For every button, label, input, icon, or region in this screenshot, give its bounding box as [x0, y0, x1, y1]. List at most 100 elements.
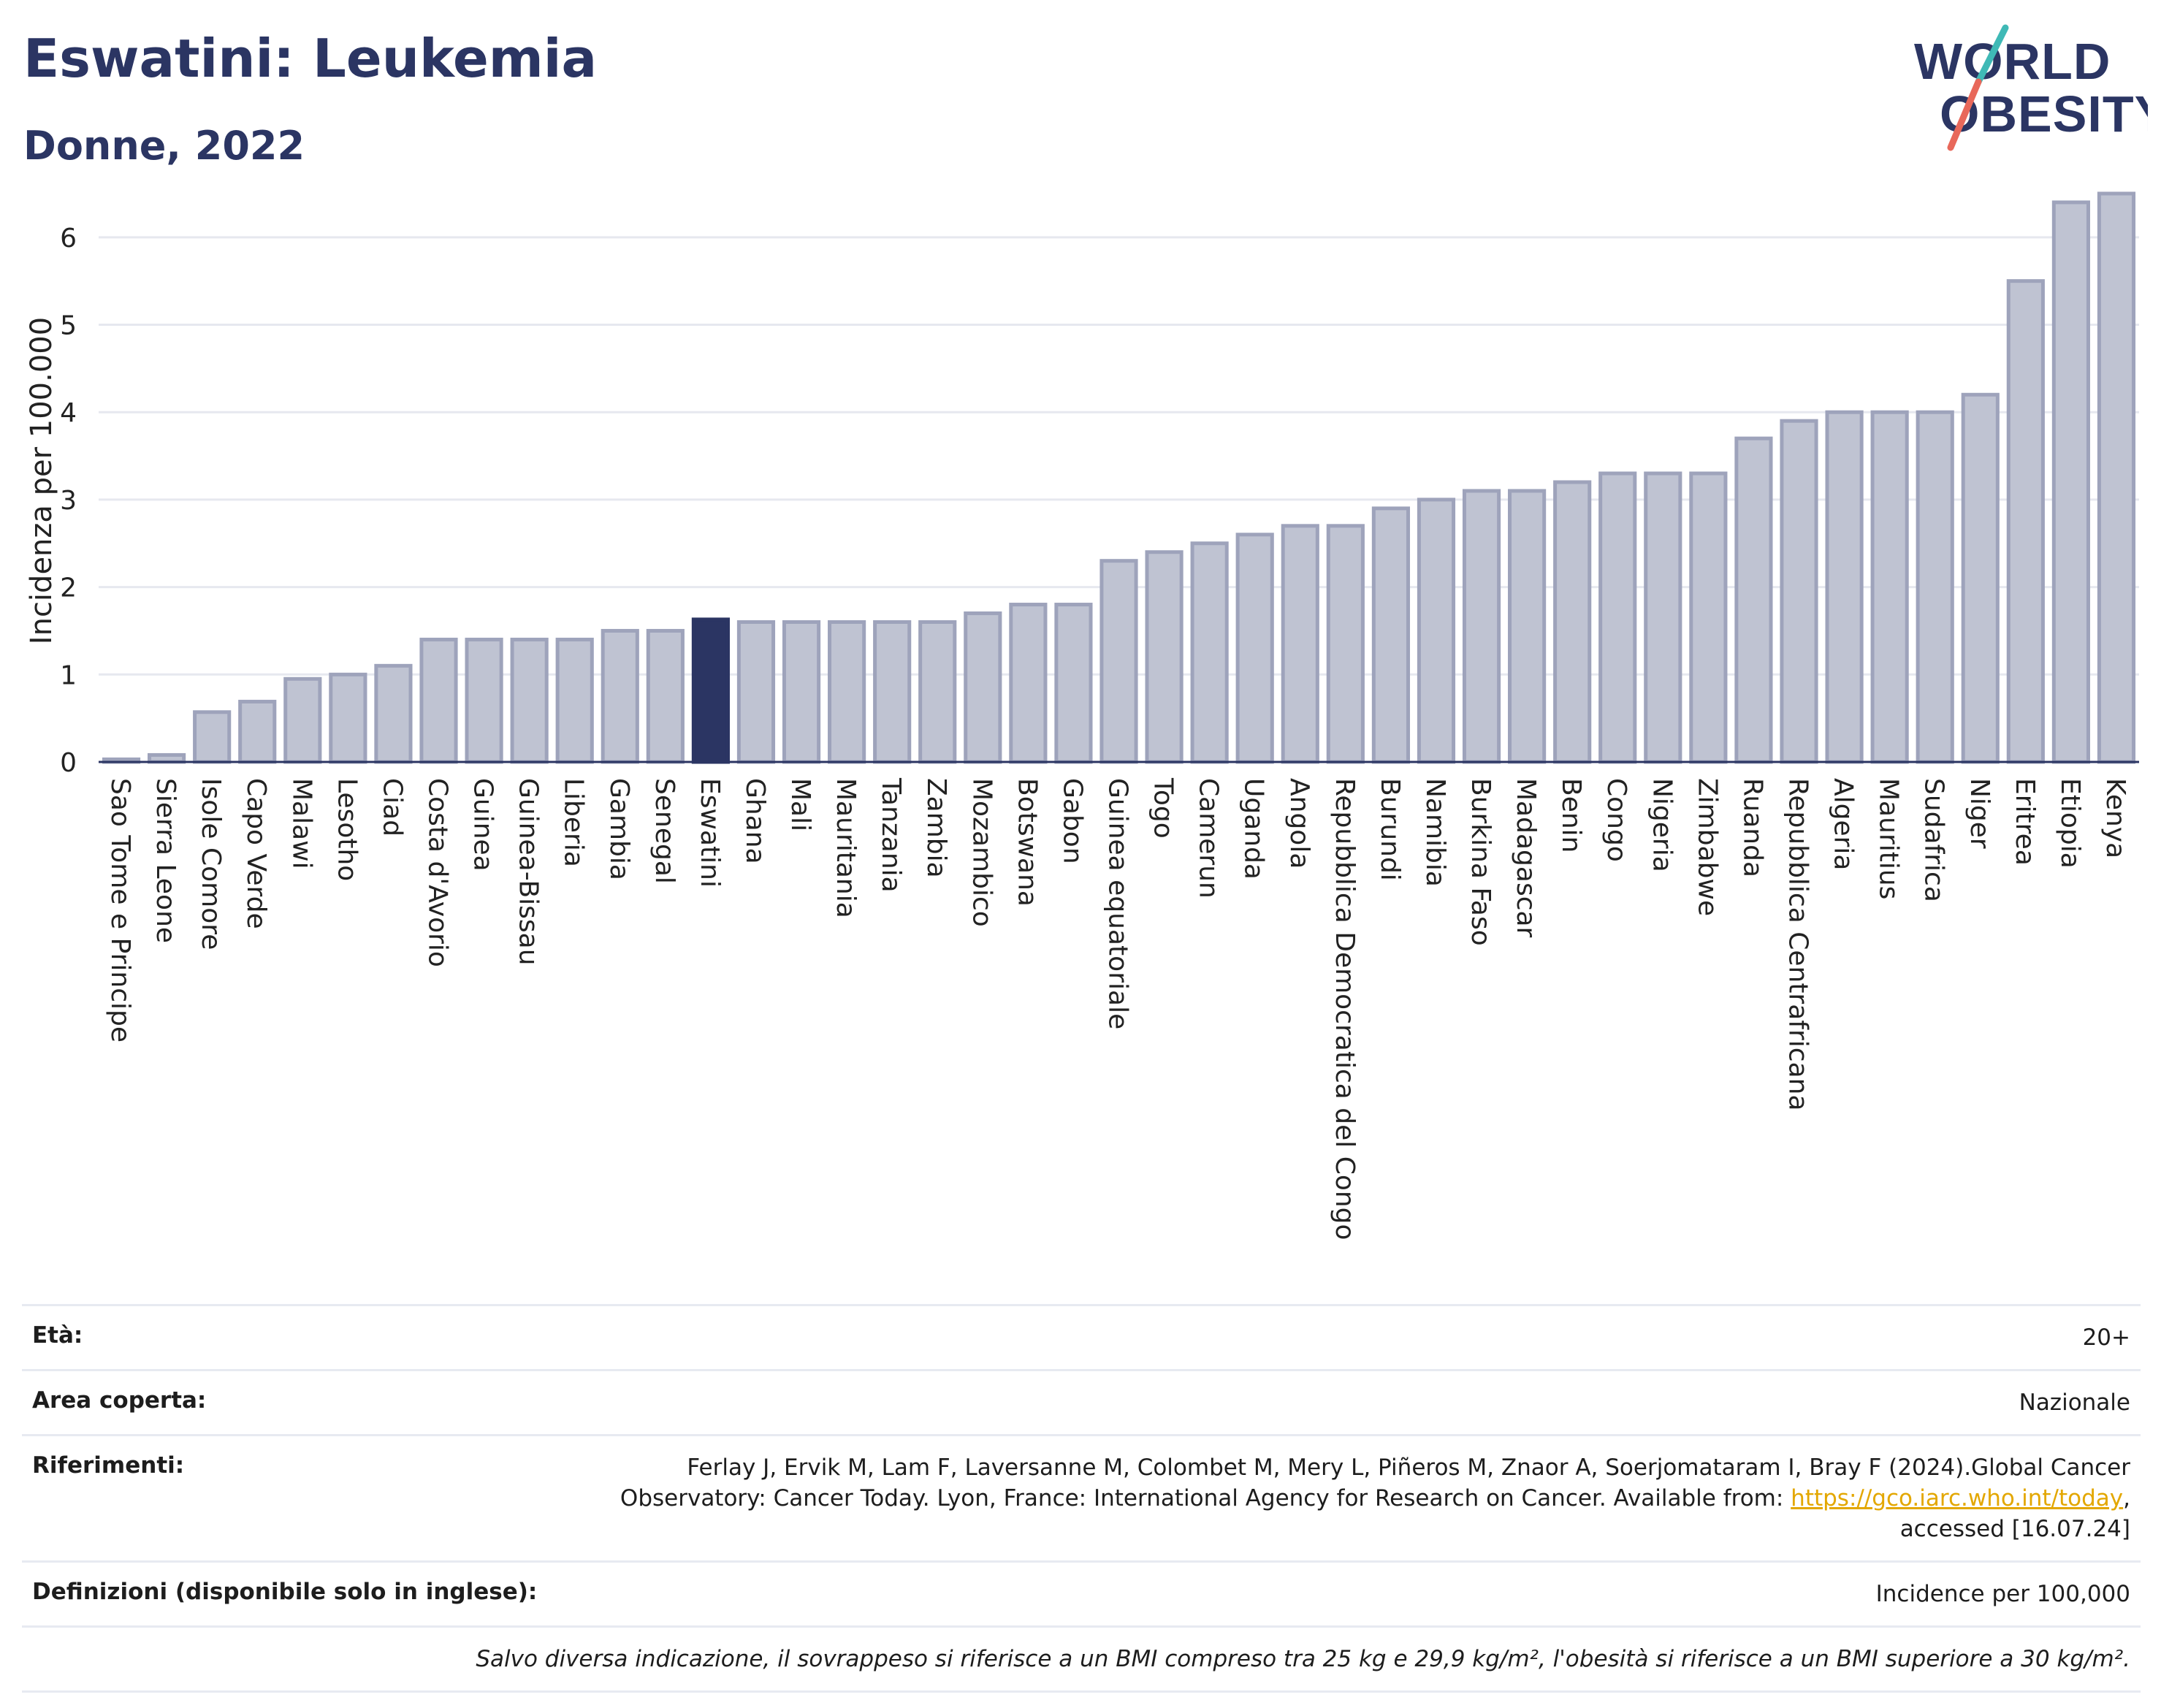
y-tick-label: 0 — [60, 748, 77, 778]
bar — [1870, 410, 1909, 764]
logo-slash-bottom — [1947, 78, 1982, 151]
x-tick-label: Etiopia — [2055, 778, 2085, 869]
bar — [193, 710, 232, 764]
x-tick-label: Burundi — [1375, 778, 1405, 881]
x-tick-label: Togo — [1148, 777, 1178, 839]
bar — [1054, 603, 1093, 764]
x-tick-label: Botswana — [1012, 778, 1042, 907]
x-tick-label: Mauritius — [1874, 778, 1904, 899]
info-table: Età: 20+ Area coperta: Nazionale Riferim… — [22, 1304, 2141, 1693]
bar — [1508, 489, 1547, 764]
bar — [1009, 603, 1048, 764]
x-tick-label: Capo Verde — [241, 778, 271, 929]
info-row-area: Area coperta: Nazionale — [22, 1369, 2141, 1434]
area-value: Nazionale — [2019, 1389, 2130, 1416]
x-tick-label: Niger — [1964, 778, 1994, 849]
x-tick-label: Repubblica Centrafricana — [1783, 778, 1813, 1111]
bar — [828, 619, 866, 764]
references-link[interactable]: https://gco.iarc.who.int/today — [1791, 1485, 2124, 1511]
definitions-value: Incidence per 100,000 — [1875, 1581, 2130, 1607]
bar — [2097, 191, 2136, 764]
x-tick-label: Madagascar — [1511, 778, 1541, 938]
y-tick-label: 2 — [60, 573, 77, 603]
x-tick-label: Guinea equatoriale — [1103, 778, 1133, 1029]
y-tick-label: 4 — [60, 398, 77, 428]
bar — [601, 628, 639, 764]
y-tick-label: 6 — [60, 224, 77, 253]
references-label: Riferimenti: — [32, 1452, 185, 1479]
age-value: 20+ — [2082, 1324, 2130, 1351]
x-tick-label: Liberia — [559, 778, 589, 867]
x-tick-label: Mali — [785, 778, 815, 831]
x-tick-label: Ciad — [377, 778, 407, 836]
bar — [1644, 471, 1682, 764]
bar — [1145, 550, 1184, 764]
x-tick-label: Isole Comore — [196, 778, 226, 950]
bar — [2006, 279, 2045, 764]
bar — [736, 619, 776, 764]
x-tick-label: Zambia — [921, 778, 951, 878]
bar — [691, 617, 730, 764]
x-tick-label: Senegal — [649, 778, 679, 884]
x-tick-label: Congo — [1601, 778, 1631, 862]
logo-line1: WORLD — [1914, 33, 2111, 90]
x-tick-label: Zimbabwe — [1692, 778, 1722, 916]
bar — [329, 672, 367, 764]
bar — [1190, 541, 1229, 764]
x-tick-label: Sudafrica — [1919, 778, 1949, 902]
bar-chart: 0 1 2 3 4 5 6 Incidenza per 100.000 Sao Tome e P… — [25, 191, 2139, 1240]
x-tick-label: Mauritania — [831, 778, 861, 918]
x-tick-label: Costa d'Avorio — [423, 778, 453, 967]
y-tick-label: 1 — [60, 660, 77, 690]
bar — [1326, 524, 1365, 764]
references-accessed: , accessed [16.07.24] — [1899, 1485, 2130, 1542]
bar — [2051, 200, 2090, 764]
x-tick-label: Eritrea — [2010, 778, 2040, 866]
bar — [1099, 559, 1138, 764]
x-tick-label: Camerun — [1194, 778, 1224, 899]
bar — [555, 637, 594, 764]
bar — [1780, 419, 1818, 764]
x-tick-label: Sao Tome e Principe — [105, 778, 135, 1042]
bar — [918, 619, 957, 764]
bar — [374, 663, 413, 764]
x-tick-label: Nigeria — [1647, 778, 1677, 872]
world-obesity-logo: WORLD OBESITY — [1914, 24, 2148, 151]
logo-slash-top — [1975, 24, 2009, 85]
bar — [1689, 471, 1728, 764]
x-tick-label: Namibia — [1420, 778, 1450, 887]
references-text: Ferlay J, Ervik M, Lam F, Laversanne M, … — [620, 1455, 2130, 1511]
x-tick-label: Uganda — [1239, 778, 1269, 880]
y-tick-label: 3 — [60, 486, 77, 516]
bar — [283, 676, 322, 764]
bar — [964, 611, 1002, 764]
x-tick-label: Guinea-Bissau — [514, 778, 544, 966]
bar — [1235, 533, 1274, 764]
bar — [1417, 497, 1456, 764]
info-row-references: Riferimenti: Ferlay J, Ervik M, Lam F, L… — [22, 1434, 2141, 1560]
page-subtitle: Donne, 2022 — [23, 123, 305, 169]
bar — [1916, 410, 1954, 764]
x-tick-label: Gabon — [1057, 778, 1087, 864]
x-tick-label: Malawi — [286, 778, 316, 869]
x-tick-label: Angola — [1284, 778, 1314, 869]
x-tick-label: Ruanda — [1737, 778, 1767, 877]
bar — [1371, 506, 1410, 764]
x-tick-label: Mozambico — [967, 778, 996, 927]
info-row-age: Età: 20+ — [22, 1304, 2141, 1369]
bar — [782, 619, 821, 764]
info-row-definitions: Definizioni (disponibile solo in inglese… — [22, 1560, 2141, 1625]
x-tick-label: Burkina Faso — [1466, 778, 1495, 946]
x-tick-label: Algeria — [1829, 778, 1859, 871]
y-tick-label: 5 — [60, 311, 77, 341]
x-tick-label: Guinea — [468, 778, 498, 872]
bar — [1734, 436, 1773, 764]
x-tick-label: Repubblica Democratica del Congo — [1330, 778, 1360, 1240]
x-tick-label: Gambia — [604, 778, 634, 880]
bar — [646, 628, 685, 764]
age-label: Età: — [32, 1322, 83, 1349]
bar — [1553, 480, 1592, 764]
bar — [419, 637, 458, 764]
x-tick-label: Sierra Leone — [150, 778, 180, 943]
references-value: Ferlay J, Ervik M, Lam F, Laversanne M, … — [560, 1452, 2130, 1544]
